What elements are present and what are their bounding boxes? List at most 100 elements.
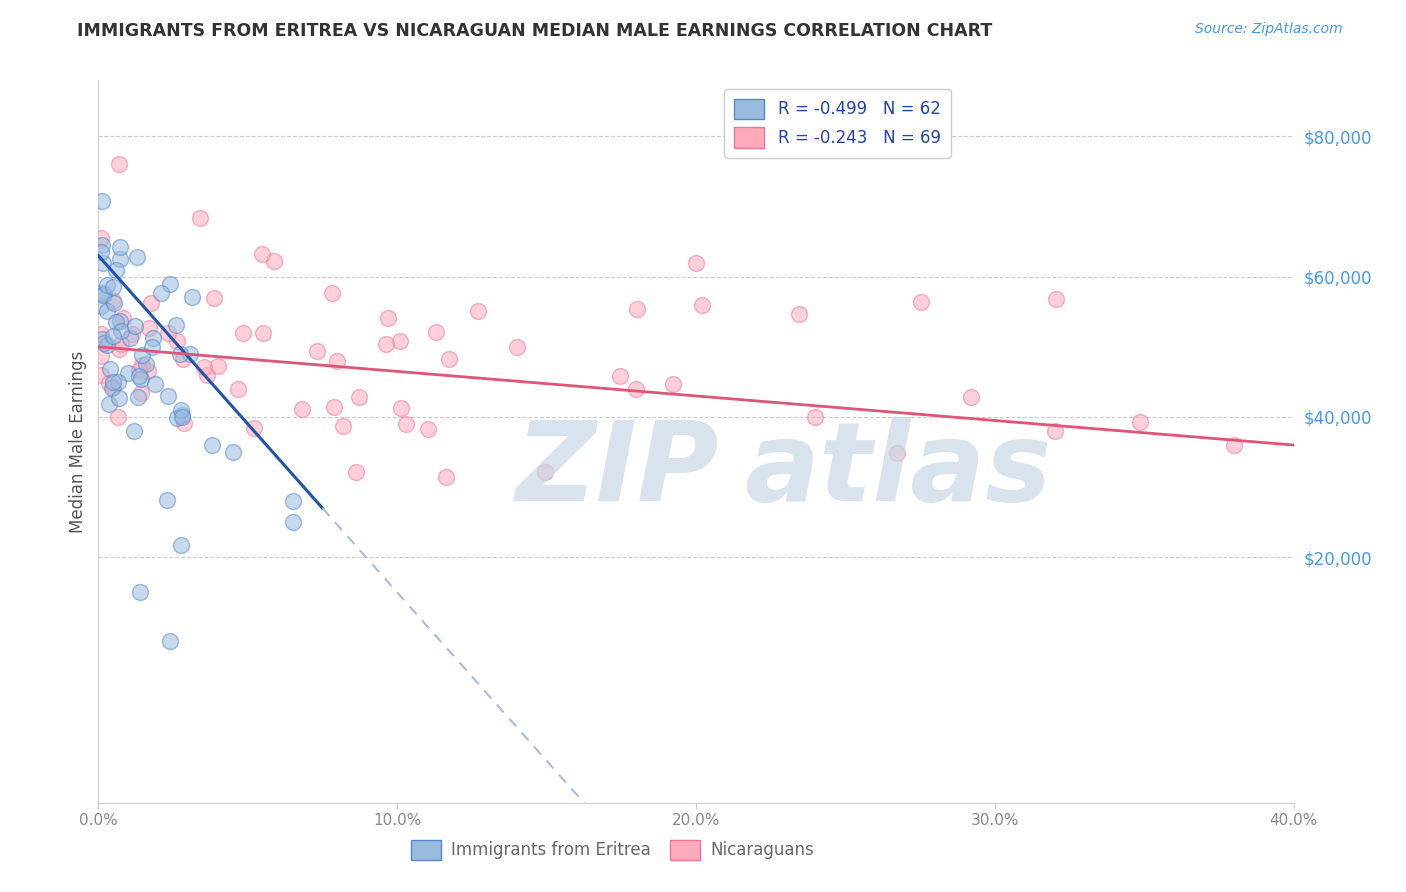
Point xyxy=(107,375,129,389)
Text: Source: ZipAtlas.com: Source: ZipAtlas.com xyxy=(1195,22,1343,37)
Point xyxy=(170,403,193,417)
Point xyxy=(416,422,439,436)
Point xyxy=(291,401,314,416)
Point xyxy=(232,326,254,341)
Point xyxy=(1129,415,1152,429)
Point xyxy=(91,288,114,302)
Point xyxy=(138,320,160,334)
Point xyxy=(90,286,112,301)
Point xyxy=(139,296,162,310)
Point xyxy=(252,326,274,340)
Point xyxy=(141,340,163,354)
Point xyxy=(159,634,181,648)
Point xyxy=(332,418,354,433)
Point xyxy=(108,391,131,405)
Point xyxy=(172,352,194,367)
Point xyxy=(201,438,224,452)
Point xyxy=(1043,424,1066,438)
Point xyxy=(141,331,163,345)
Text: IMMIGRANTS FROM ERITREA VS NICARAGUAN MEDIAN MALE EARNINGS CORRELATION CHART: IMMIGRANTS FROM ERITREA VS NICARAGUAN ME… xyxy=(77,22,993,40)
Point xyxy=(135,357,157,371)
Point xyxy=(90,231,112,245)
Point xyxy=(166,410,188,425)
Point xyxy=(90,349,112,363)
Point xyxy=(534,465,557,479)
Point xyxy=(131,358,153,372)
Point xyxy=(90,245,112,260)
Point xyxy=(377,310,399,325)
Point xyxy=(98,362,121,376)
Point xyxy=(886,446,908,460)
Point xyxy=(110,324,132,338)
Point xyxy=(170,538,193,552)
Point xyxy=(93,335,115,350)
Point xyxy=(222,445,245,459)
Point xyxy=(108,240,131,254)
Y-axis label: Median Male Earnings: Median Male Earnings xyxy=(69,351,87,533)
Point xyxy=(107,342,129,356)
Point xyxy=(344,466,367,480)
Point xyxy=(112,310,135,325)
Point xyxy=(110,337,132,351)
Point xyxy=(173,417,195,431)
Point xyxy=(90,326,112,341)
Point xyxy=(321,286,343,301)
Point xyxy=(96,304,118,318)
Point xyxy=(101,381,124,395)
Point xyxy=(129,372,152,386)
Point xyxy=(1045,292,1067,306)
Point xyxy=(157,326,180,340)
Point xyxy=(129,385,152,400)
Point xyxy=(101,279,124,293)
Point xyxy=(263,254,285,268)
Point xyxy=(91,194,114,208)
Point xyxy=(910,295,932,310)
Point xyxy=(609,368,631,383)
Point xyxy=(165,318,187,332)
Point xyxy=(105,315,128,329)
Legend: Immigrants from Eritrea, Nicaraguans: Immigrants from Eritrea, Nicaraguans xyxy=(404,833,821,867)
Point xyxy=(128,362,150,376)
Point xyxy=(322,400,344,414)
Point xyxy=(193,359,215,374)
Point xyxy=(157,389,180,403)
Point xyxy=(305,344,328,359)
Point xyxy=(425,325,447,339)
Point xyxy=(166,334,188,348)
Point xyxy=(960,390,983,404)
Point xyxy=(96,278,118,293)
Point xyxy=(104,263,127,277)
Point xyxy=(506,340,529,354)
Point xyxy=(437,351,460,366)
Point xyxy=(91,238,114,252)
Point xyxy=(131,348,153,362)
Point xyxy=(127,250,149,264)
Point xyxy=(103,294,125,309)
Point xyxy=(1223,438,1246,452)
Point xyxy=(90,368,112,383)
Point xyxy=(172,408,194,422)
Point xyxy=(226,382,249,396)
Point xyxy=(169,347,191,361)
Point xyxy=(207,359,229,374)
Point xyxy=(93,286,115,301)
Point xyxy=(389,334,412,348)
Point xyxy=(787,307,810,321)
Point xyxy=(103,328,125,343)
Point xyxy=(626,302,648,317)
Point xyxy=(159,277,181,291)
Point xyxy=(804,409,827,424)
Point xyxy=(128,369,150,384)
Point xyxy=(375,337,398,351)
Point xyxy=(202,291,225,305)
Point xyxy=(692,298,714,312)
Text: atlas: atlas xyxy=(744,417,1052,524)
Point xyxy=(96,338,118,352)
Point xyxy=(150,285,173,300)
Point xyxy=(117,366,139,380)
Point xyxy=(124,319,146,334)
Point xyxy=(107,410,129,425)
Point xyxy=(188,211,211,225)
Point xyxy=(685,255,707,269)
Point xyxy=(281,515,304,529)
